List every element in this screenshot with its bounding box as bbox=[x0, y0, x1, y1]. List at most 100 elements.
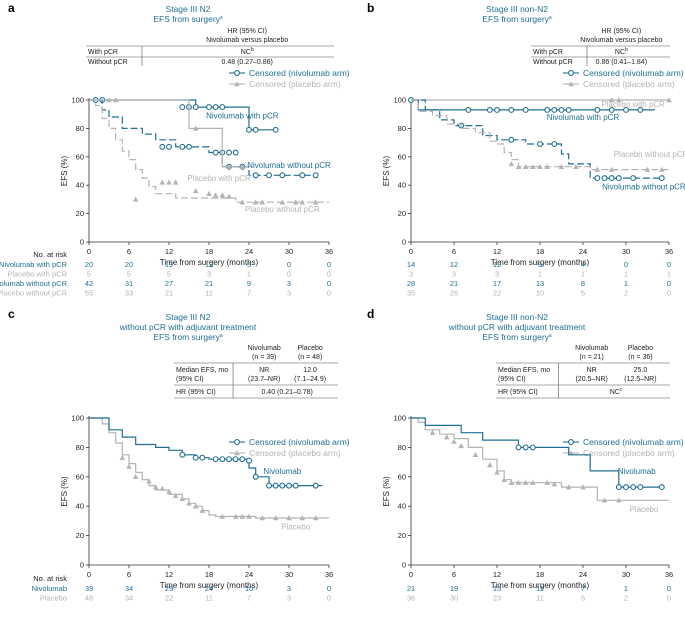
legend-circle-marker bbox=[234, 439, 240, 445]
risk-count: 1 bbox=[581, 270, 585, 279]
panel-title-line: EFS from surgerya bbox=[153, 14, 223, 24]
median-col1-name: Nivolumab bbox=[248, 345, 281, 352]
censor-circle bbox=[630, 175, 637, 182]
risk-count: 3 bbox=[287, 279, 291, 288]
risk-count: 12 bbox=[450, 260, 458, 269]
risk-row-label: Nivolumab without pCR bbox=[0, 279, 68, 288]
x-tick-label: 0 bbox=[409, 570, 413, 579]
legend: Censored (nivolumab arm)Censored (placeb… bbox=[563, 68, 684, 89]
risk-count: 11 bbox=[205, 289, 213, 298]
legend-label: Censored (nivolumab arm) bbox=[249, 437, 350, 447]
median-col1-ci: (23.7–NR) bbox=[248, 376, 280, 383]
hr-table-row-value: 0.48 (0.27–0.86) bbox=[222, 59, 273, 66]
censor-circle bbox=[219, 456, 226, 463]
x-tick-label: 12 bbox=[493, 247, 501, 256]
censor-triangle bbox=[172, 493, 179, 499]
x-tick-label: 36 bbox=[325, 570, 333, 579]
censor-circle bbox=[594, 106, 601, 113]
censor-triangle bbox=[608, 97, 615, 103]
censor-triangle bbox=[186, 500, 192, 506]
risk-count: 3 bbox=[495, 270, 499, 279]
censor-triangle bbox=[522, 479, 529, 485]
censor-circle bbox=[615, 175, 622, 182]
risk-table: 14 12 12 9 4 0 03 3 3 1 1 1 128 21 17 13 8 1 035 26 22 10 5 2 0 bbox=[407, 260, 671, 298]
km-curve bbox=[411, 99, 662, 179]
censor-circle bbox=[266, 482, 272, 489]
censor-triangle bbox=[259, 515, 266, 521]
x-tick-label: 30 bbox=[285, 570, 293, 579]
x-tick-label: 24 bbox=[579, 247, 587, 256]
y-tick-label: 80 bbox=[76, 124, 84, 133]
x-tick-label: 6 bbox=[452, 247, 456, 256]
legend-circle-marker bbox=[568, 439, 574, 445]
legend-label: Censored (placebo arm) bbox=[583, 79, 675, 89]
censor-triangle bbox=[272, 515, 279, 521]
censor-triangle bbox=[166, 488, 172, 494]
legend-circle-marker bbox=[568, 70, 574, 76]
censor-circle bbox=[630, 484, 637, 491]
censor-circle bbox=[179, 451, 186, 458]
risk-count: 20 bbox=[125, 260, 133, 269]
km-curve bbox=[89, 99, 329, 203]
panel-letter: c bbox=[8, 307, 15, 321]
censor-triangle bbox=[544, 163, 550, 169]
y-tick-label: 60 bbox=[76, 472, 84, 481]
title-footnote: a bbox=[549, 15, 552, 21]
x-tick-label: 36 bbox=[665, 570, 673, 579]
censor-triangle bbox=[515, 163, 522, 169]
risk-count: 2 bbox=[624, 594, 628, 603]
median-col1-n: (n = 21) bbox=[580, 354, 604, 361]
y-tick-label: 20 bbox=[76, 209, 84, 218]
risk-count: 3 bbox=[409, 270, 413, 279]
median-col2-value: 25.0 bbox=[634, 367, 648, 374]
censor-triangle bbox=[608, 166, 615, 172]
risk-count: 9 bbox=[247, 279, 251, 288]
risk-count: 12 bbox=[493, 260, 501, 269]
median-table: Nivolumab (n = 21) Placebo (n = 36) Median E… bbox=[496, 345, 670, 399]
censor-circle bbox=[299, 172, 306, 179]
censor-triangle bbox=[226, 193, 232, 199]
panel-title-line: Stage III non-N2 bbox=[486, 4, 548, 14]
hr-table-header: HR (95% CI) bbox=[227, 28, 267, 35]
median-hr-value: 0.40 (0.21–0.78) bbox=[261, 389, 312, 396]
censor-triangle bbox=[239, 513, 246, 519]
y-tick-label: 80 bbox=[398, 124, 406, 133]
curve-label: Placebo without pCR bbox=[245, 205, 320, 214]
x-tick-label: 12 bbox=[493, 570, 501, 579]
panel-title-line: EFS from surgerya bbox=[153, 332, 223, 342]
hr-table-header: HR (95% CI) bbox=[602, 28, 642, 35]
hr-value-text: 0.86 (0.41–1.84) bbox=[596, 59, 647, 66]
risk-count: 0 bbox=[667, 594, 671, 603]
title-footnote: a bbox=[220, 15, 223, 21]
median-col1-value: NR bbox=[259, 367, 269, 374]
no-at-risk-heading: No. at risk bbox=[33, 250, 67, 259]
axes: 0 6 12 18 24 30 36 0 20 40 60 80 100 Time from surger… bbox=[382, 414, 673, 591]
censor-triangle bbox=[558, 163, 565, 169]
censor-circle bbox=[252, 473, 259, 480]
censor-circle bbox=[239, 456, 246, 463]
x-tick-label: 6 bbox=[127, 247, 131, 256]
curve-label: Nivolumab with pCR bbox=[547, 113, 620, 122]
censor-circle bbox=[226, 149, 232, 156]
censor-triangle bbox=[206, 190, 212, 196]
x-axis-title: Time from surgery (months) bbox=[491, 581, 590, 590]
median-hr-label: HR (95% CI) bbox=[176, 389, 216, 396]
x-tick-label: 0 bbox=[87, 247, 91, 256]
hr-table-row-label: Without pCR bbox=[533, 59, 573, 66]
panel-letter: b bbox=[367, 1, 374, 15]
risk-count: 19 bbox=[450, 584, 458, 593]
risk-count: 0 bbox=[667, 289, 671, 298]
censor-triangle bbox=[458, 443, 464, 449]
risk-count: 1 bbox=[667, 270, 671, 279]
curve-label: Nivolumab without pCR bbox=[602, 182, 685, 191]
censor-triangle bbox=[152, 484, 159, 490]
title-footnote: a bbox=[220, 333, 223, 339]
y-tick-label: 80 bbox=[398, 443, 406, 452]
no-at-risk-heading: No. at risk bbox=[33, 574, 67, 583]
censor-circle bbox=[608, 175, 615, 182]
y-tick-label: 40 bbox=[398, 502, 406, 511]
x-tick-label: 30 bbox=[622, 247, 630, 256]
panel-letter: a bbox=[8, 1, 15, 15]
risk-count: 24 bbox=[205, 584, 213, 593]
panel-title-line: without pCR with adjuvant treatment bbox=[119, 322, 257, 332]
